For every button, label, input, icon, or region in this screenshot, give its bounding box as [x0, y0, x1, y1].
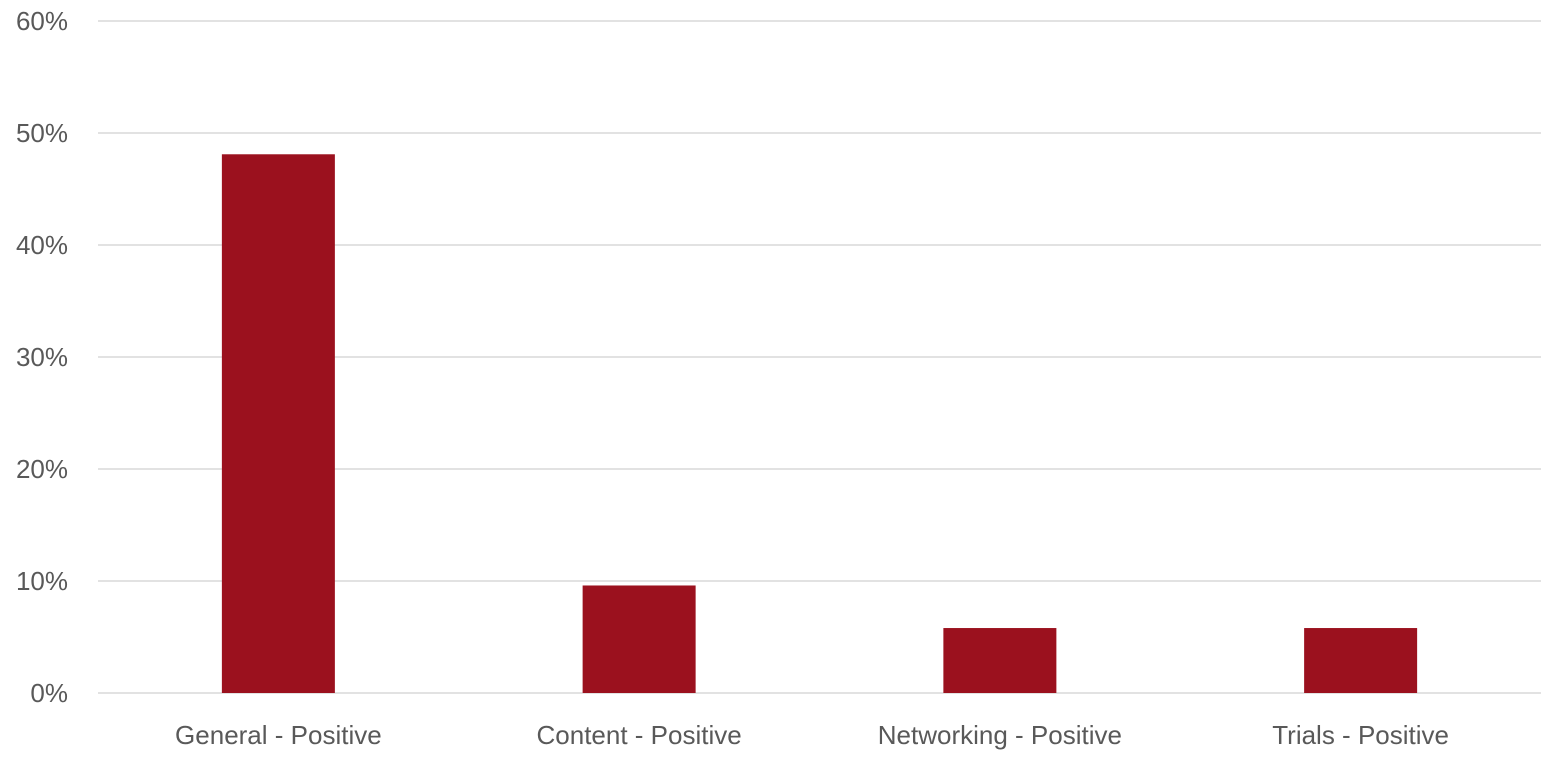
y-tick-label: 10% — [16, 566, 68, 596]
x-category-label: Networking - Positive — [878, 720, 1122, 750]
x-axis-labels: General - Positive Content - Positive Netw… — [175, 720, 1449, 750]
bar-networking-positive — [943, 628, 1057, 693]
bar-content-positive — [582, 585, 696, 693]
bars — [221, 154, 1418, 693]
y-tick-label: 60% — [16, 6, 68, 36]
y-tick-label: 0% — [30, 678, 68, 708]
y-tick-label: 30% — [16, 342, 68, 372]
x-category-label: Content - Positive — [537, 720, 742, 750]
gridlines — [98, 20, 1541, 694]
x-category-label: General - Positive — [175, 720, 382, 750]
y-axis-ticks: 0% 10% 20% 30% 40% 50% 60% — [16, 6, 68, 708]
y-tick-label: 50% — [16, 118, 68, 148]
y-tick-label: 40% — [16, 230, 68, 260]
bar-general-positive — [221, 154, 335, 693]
x-category-label: Trials - Positive — [1272, 720, 1449, 750]
bar-trials-positive — [1304, 628, 1418, 693]
y-tick-label: 20% — [16, 454, 68, 484]
